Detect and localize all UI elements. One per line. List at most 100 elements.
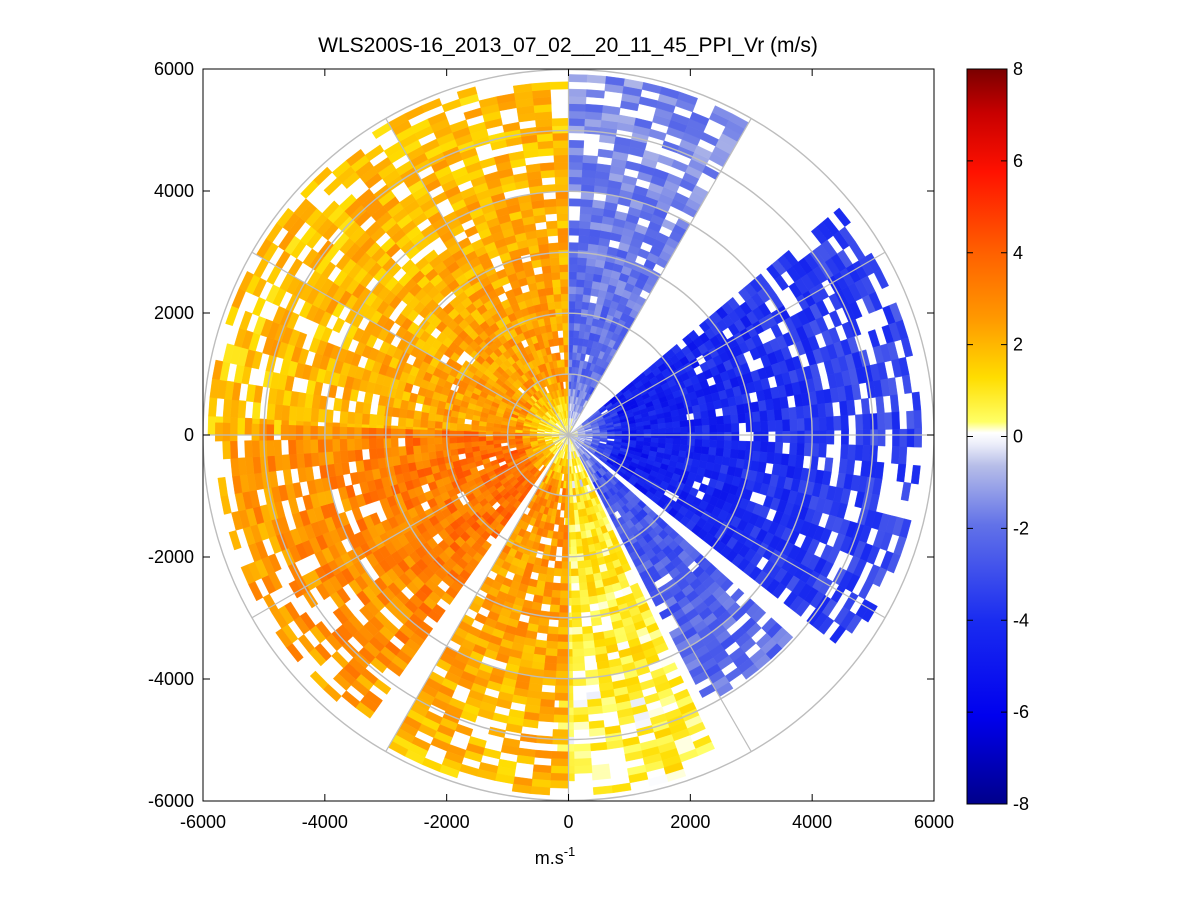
velocity-cell bbox=[569, 531, 577, 541]
velocity-cell bbox=[636, 429, 645, 435]
velocity-cell bbox=[562, 322, 569, 331]
velocity-cell bbox=[463, 441, 473, 449]
velocity-cell bbox=[551, 117, 569, 127]
velocity-cell bbox=[507, 435, 516, 440]
velocity-cell bbox=[542, 272, 553, 282]
velocity-cell bbox=[554, 692, 569, 701]
velocity-cell bbox=[583, 559, 593, 569]
velocity-cell bbox=[571, 634, 584, 643]
velocity-cell bbox=[559, 590, 569, 599]
velocity-cell bbox=[478, 440, 487, 447]
velocity-cell bbox=[825, 416, 835, 431]
velocity-cell bbox=[833, 415, 842, 431]
velocity-cell bbox=[575, 286, 585, 295]
velocity-cell bbox=[585, 573, 595, 583]
velocity-cell bbox=[557, 634, 569, 643]
velocity-cell bbox=[678, 414, 688, 422]
velocity-cell bbox=[413, 410, 422, 420]
velocity-cell bbox=[562, 539, 569, 548]
velocity-cell bbox=[561, 308, 569, 317]
velocity-cell bbox=[529, 435, 538, 438]
velocity-cell bbox=[635, 425, 645, 431]
velocity-cell bbox=[540, 302, 549, 312]
velocity-cell bbox=[570, 553, 578, 562]
velocity-cell bbox=[715, 447, 725, 457]
velocity-cell bbox=[514, 435, 523, 439]
velocity-cell bbox=[569, 480, 573, 489]
velocity-cell bbox=[545, 640, 558, 650]
colorbar-tick-label: -6 bbox=[1013, 702, 1029, 722]
velocity-cell bbox=[539, 698, 555, 708]
velocity-cell bbox=[563, 510, 569, 519]
x-tick-label: -6000 bbox=[180, 812, 226, 832]
velocity-cell bbox=[555, 678, 569, 687]
velocity-cell bbox=[376, 404, 386, 416]
velocity-cell bbox=[771, 582, 787, 599]
velocity-cell bbox=[563, 337, 569, 346]
velocity-cell bbox=[576, 546, 584, 555]
velocity-cell bbox=[419, 444, 429, 454]
velocity-cell bbox=[588, 595, 599, 605]
velocity-cell bbox=[553, 337, 560, 347]
velocity-cell bbox=[547, 301, 556, 311]
velocity-cell bbox=[581, 625, 594, 635]
velocity-cell bbox=[708, 447, 717, 456]
velocity-cell bbox=[585, 265, 596, 275]
velocity-cell bbox=[590, 617, 603, 627]
velocity-cell bbox=[543, 581, 554, 591]
velocity-cell bbox=[541, 551, 551, 561]
velocity-cell bbox=[562, 532, 569, 541]
velocity-cell bbox=[568, 169, 583, 178]
velocity-cell bbox=[811, 430, 820, 445]
velocity-cell bbox=[276, 207, 295, 228]
velocity-cell bbox=[686, 419, 696, 427]
velocity-cell bbox=[570, 568, 579, 577]
velocity-cell bbox=[266, 439, 275, 457]
velocity-cell bbox=[797, 430, 806, 444]
velocity-cell bbox=[729, 448, 739, 459]
velocity-cell bbox=[587, 588, 598, 598]
velocity-cell bbox=[707, 408, 717, 419]
velocity-cell bbox=[239, 310, 253, 331]
velocity-cell bbox=[568, 315, 575, 324]
velocity-cell bbox=[840, 415, 849, 431]
velocity-cell bbox=[679, 438, 689, 446]
velocity-cell bbox=[744, 450, 754, 462]
velocity-cell bbox=[368, 448, 378, 460]
y-tick-label: 4000 bbox=[154, 181, 194, 201]
velocity-cell bbox=[607, 431, 616, 435]
velocity-cell bbox=[551, 589, 561, 599]
velocity-cell bbox=[643, 433, 652, 439]
velocity-cell bbox=[368, 427, 377, 439]
velocity-cell bbox=[560, 286, 569, 295]
velocity-cell bbox=[592, 785, 613, 795]
velocity-cell bbox=[892, 428, 901, 447]
velocity-cell bbox=[581, 176, 596, 186]
velocity-cell bbox=[427, 412, 437, 422]
velocity-cell bbox=[804, 430, 813, 444]
velocity-cell bbox=[579, 589, 589, 599]
velocity-cell bbox=[581, 169, 597, 179]
velocity-cell bbox=[873, 268, 889, 290]
velocity-cell bbox=[441, 436, 450, 445]
velocity-cell bbox=[568, 117, 586, 127]
velocity-cell bbox=[557, 227, 569, 236]
velocity-cell bbox=[730, 413, 739, 424]
velocity-cell bbox=[212, 359, 224, 380]
velocity-cell bbox=[470, 431, 479, 437]
velocity-cell bbox=[412, 437, 421, 447]
velocity-cell bbox=[569, 524, 576, 533]
velocity-cell bbox=[694, 425, 703, 434]
velocity-cell bbox=[855, 429, 864, 446]
velocity-cell bbox=[687, 425, 696, 434]
velocity-cell bbox=[208, 397, 218, 417]
velocity-cell bbox=[463, 423, 472, 431]
velocity-cell bbox=[568, 337, 574, 346]
velocity-cell bbox=[579, 206, 593, 215]
velocity-cell bbox=[295, 425, 304, 441]
velocity-cell bbox=[573, 721, 590, 731]
velocity-cell bbox=[568, 329, 575, 338]
velocity-cell bbox=[560, 502, 566, 511]
